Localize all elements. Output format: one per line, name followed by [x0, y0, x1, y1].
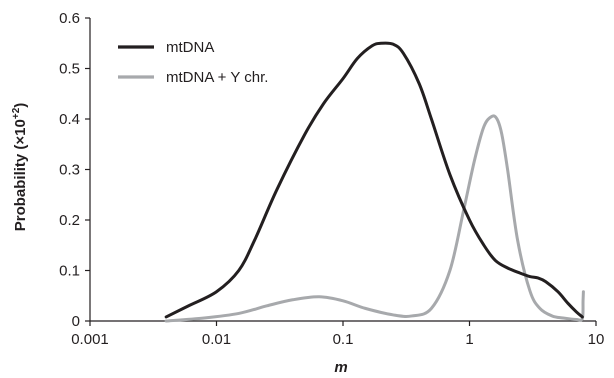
y-axis-title: Probability (×10+2) — [11, 103, 29, 232]
x-tick-label: 1 — [465, 331, 473, 348]
axes: 0 0.1 0.2 0.3 0.4 0.5 0.6 0.001 0.01 0.1 1 10 — [59, 10, 604, 348]
y-axis-title-main: Probability (×10 — [12, 119, 29, 231]
y-tick-label: 0.4 — [59, 111, 80, 128]
x-tick-label: 10 — [588, 331, 605, 348]
x-ticks: 0.001 0.01 0.1 1 10 — [71, 321, 604, 348]
x-axis-title: m — [334, 359, 347, 376]
y-tick-label: 0.1 — [59, 263, 80, 280]
x-tick-label: 0.01 — [202, 331, 231, 348]
legend: mtDNA mtDNA + Y chr. — [118, 39, 268, 86]
y-tick-label: 0 — [72, 313, 80, 330]
series-line-mtdna — [164, 41, 584, 319]
y-tick-label: 0.6 — [59, 10, 80, 27]
series-line-mtdna-y — [164, 114, 585, 323]
y-axis-title-suffix: ) — [12, 103, 29, 108]
series-group — [164, 41, 585, 323]
legend-label-mtdna-y: mtDNA + Y chr. — [166, 69, 268, 86]
y-tick-label: 0.2 — [59, 212, 80, 229]
y-tick-label: 0.5 — [59, 61, 80, 78]
y-ticks: 0 0.1 0.2 0.3 0.4 0.5 0.6 — [59, 10, 90, 330]
legend-label-mtdna: mtDNA — [166, 39, 214, 56]
y-axis-title-superscript: +2 — [11, 107, 22, 119]
x-tick-label: 0.001 — [71, 331, 109, 348]
x-tick-label: 0.1 — [333, 331, 354, 348]
y-tick-label: 0.3 — [59, 162, 80, 179]
